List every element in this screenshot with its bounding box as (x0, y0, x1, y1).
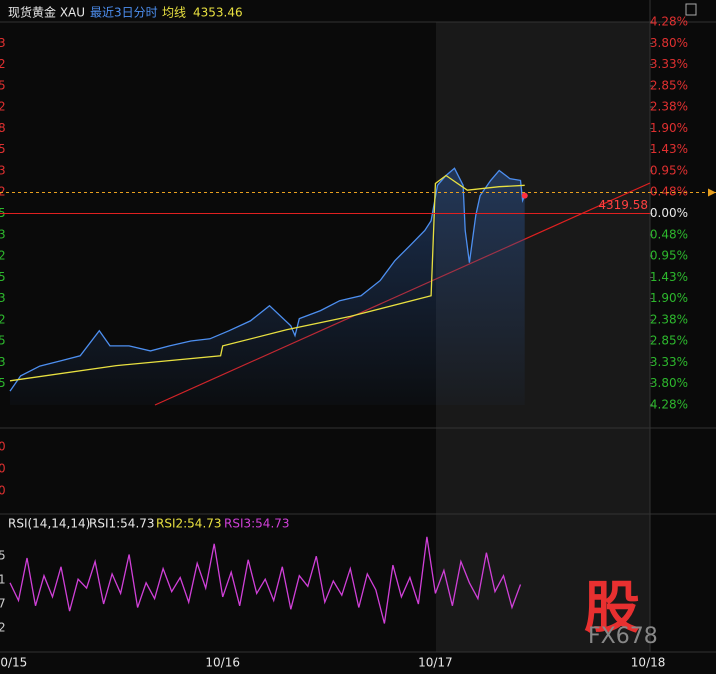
x-tick-label: 10/16 (205, 656, 240, 670)
y-tick-label: 0.95% (650, 163, 688, 177)
rsi-title: RSI(14,14,14) (8, 517, 90, 531)
price-area (10, 168, 525, 405)
y-tick-label: 2.38% (650, 312, 688, 326)
y-tick-label: 3.80% (650, 376, 688, 390)
left-label: 5 (0, 270, 6, 284)
title: 现货黄金 XAU (8, 5, 85, 20)
left-label: 8 (0, 121, 6, 135)
rsi3: RSI3:54.73 (224, 517, 290, 531)
left-label: 5 (0, 376, 6, 390)
volume-label: 0 (0, 440, 6, 454)
rsi1: RSI1:54.73 (89, 517, 155, 531)
y-tick-label: 4.28% (650, 15, 688, 29)
left-label: 2 (0, 57, 6, 71)
left-label: 2 (0, 185, 6, 199)
average-label: 均线 (162, 6, 186, 20)
y-tick-label: 2.85% (650, 334, 688, 348)
y-tick-label: 3.33% (650, 355, 688, 369)
left-label: 2 (0, 100, 6, 114)
left-label: 2 (0, 312, 6, 326)
reference-label: 4319.58 (598, 198, 648, 212)
left-label: 5 (0, 549, 6, 563)
y-tick-label: 0.00% (650, 206, 688, 220)
y-tick-label: 4.28% (650, 398, 688, 412)
last-point (521, 192, 528, 199)
watermark-text: FX678 (588, 624, 658, 649)
y-tick-label: 1.43% (650, 142, 688, 156)
left-label: 3 (0, 227, 6, 241)
left-label: 3 (0, 163, 6, 177)
volume-label: 0 (0, 462, 6, 476)
volume-label: 0 (0, 484, 6, 498)
y-tick-label: 1.90% (650, 291, 688, 305)
y-tick-label: 0.95% (650, 249, 688, 263)
left-label: 3 (0, 36, 6, 50)
y-tick-label: 2.85% (650, 78, 688, 92)
y-tick-label: 1.43% (650, 270, 688, 284)
average-value: 4353.46 (193, 6, 243, 20)
y-tick-label: 0.48% (650, 227, 688, 241)
rsi2: RSI2:54.73 (156, 517, 222, 531)
series-line (9, 167, 526, 392)
left-label: 2 (0, 249, 6, 263)
y-tick-label: 2.38% (650, 100, 688, 114)
left-label: 5 (0, 334, 6, 348)
x-tick-label: 10/18 (631, 656, 666, 670)
y-tick-label: 3.33% (650, 57, 688, 71)
subtitle: 最近3日分时 (90, 6, 158, 20)
left-label: 5 (0, 142, 6, 156)
series-line (9, 536, 522, 624)
x-tick-label: 10/17 (418, 656, 453, 670)
series-line (9, 174, 525, 382)
y-tick-label: 3.80% (650, 36, 688, 50)
left-label: 3 (0, 291, 6, 305)
left-label: 3 (0, 355, 6, 369)
y-tick-label: 0.48% (650, 185, 688, 199)
left-label: 7 (0, 597, 6, 611)
current-marker (708, 188, 716, 197)
y-tick-label: 1.90% (650, 121, 688, 135)
left-label: 5 (0, 78, 6, 92)
watermark-icon: 股 (584, 576, 640, 641)
left-label: 2 (0, 621, 6, 635)
window-icon[interactable] (685, 3, 697, 16)
x-tick-label: 10/15 (0, 656, 27, 670)
left-label: 1 (0, 573, 6, 587)
